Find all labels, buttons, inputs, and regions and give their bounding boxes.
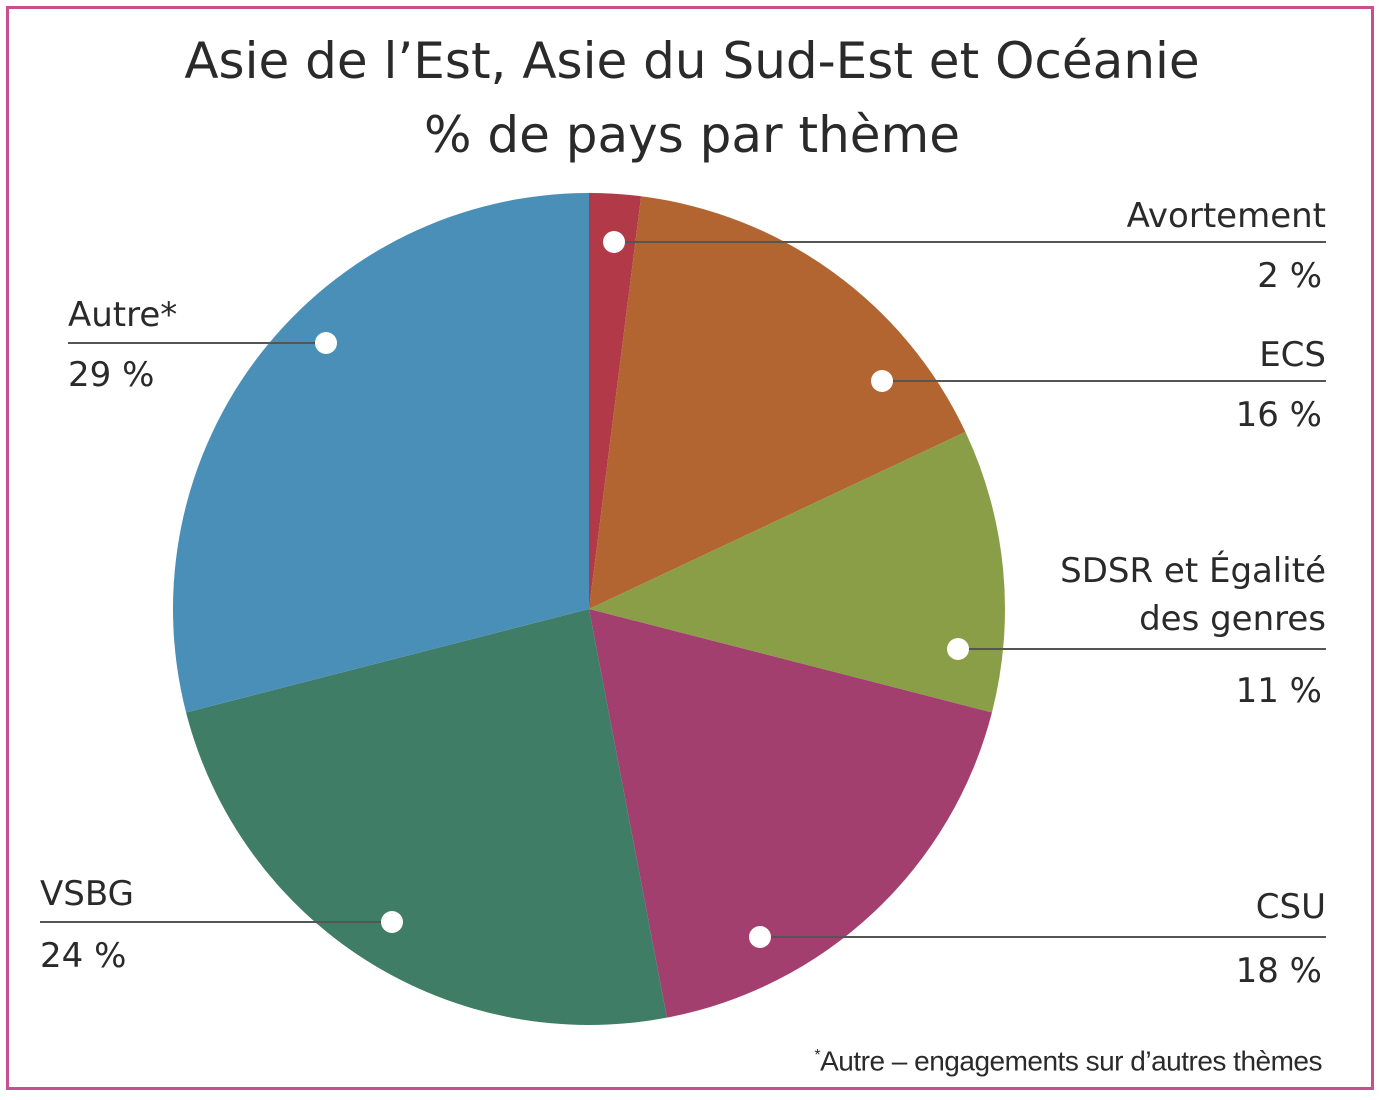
label-autre: Autre* (68, 295, 178, 335)
value-ecs: 16 % (1235, 395, 1322, 435)
value-autre: 29 % (68, 355, 155, 395)
marker-dot-sdsr (947, 638, 969, 660)
chart-subtitle: % de pays par thème (423, 106, 961, 164)
label-sdsr-line2: des genres (1139, 599, 1326, 639)
label-sdsr-line1: SDSR et Égalité (1060, 551, 1326, 591)
marker-dot-autre (315, 332, 337, 354)
pie-slice-csu (589, 609, 992, 1018)
pie-slice-autre (172, 193, 589, 713)
marker-dot-ecs (871, 370, 893, 392)
value-avortement: 2 % (1257, 256, 1322, 296)
pie-slice-ecs (589, 196, 966, 610)
footnote-text: Autre – engagements sur d’autres thèmes (820, 1045, 1322, 1077)
pie-slice-avortement (589, 193, 642, 609)
value-sdsr: 11 % (1235, 671, 1322, 711)
chart-frame (6, 6, 1374, 1090)
value-csu: 18 % (1235, 951, 1322, 991)
marker-dot-avortement (603, 231, 625, 253)
label-ecs: ECS (1259, 335, 1326, 375)
label-avortement: Avortement (1126, 196, 1326, 236)
pie-slice-vsbg (186, 609, 667, 1025)
pie-slice-sdsr (589, 431, 1005, 713)
footnote-mark: * (814, 1047, 821, 1064)
label-vsbg: VSBG (40, 874, 134, 914)
label-csu: CSU (1255, 887, 1326, 927)
marker-dot-vsbg (381, 911, 403, 933)
marker-dot-csu (749, 926, 771, 948)
value-vsbg: 24 % (40, 936, 127, 976)
footnote: *Autre – engagements sur d’autres thèmes (814, 1038, 1322, 1079)
chart-title: Asie de l’Est, Asie du Sud-Est et Océani… (184, 32, 1200, 90)
